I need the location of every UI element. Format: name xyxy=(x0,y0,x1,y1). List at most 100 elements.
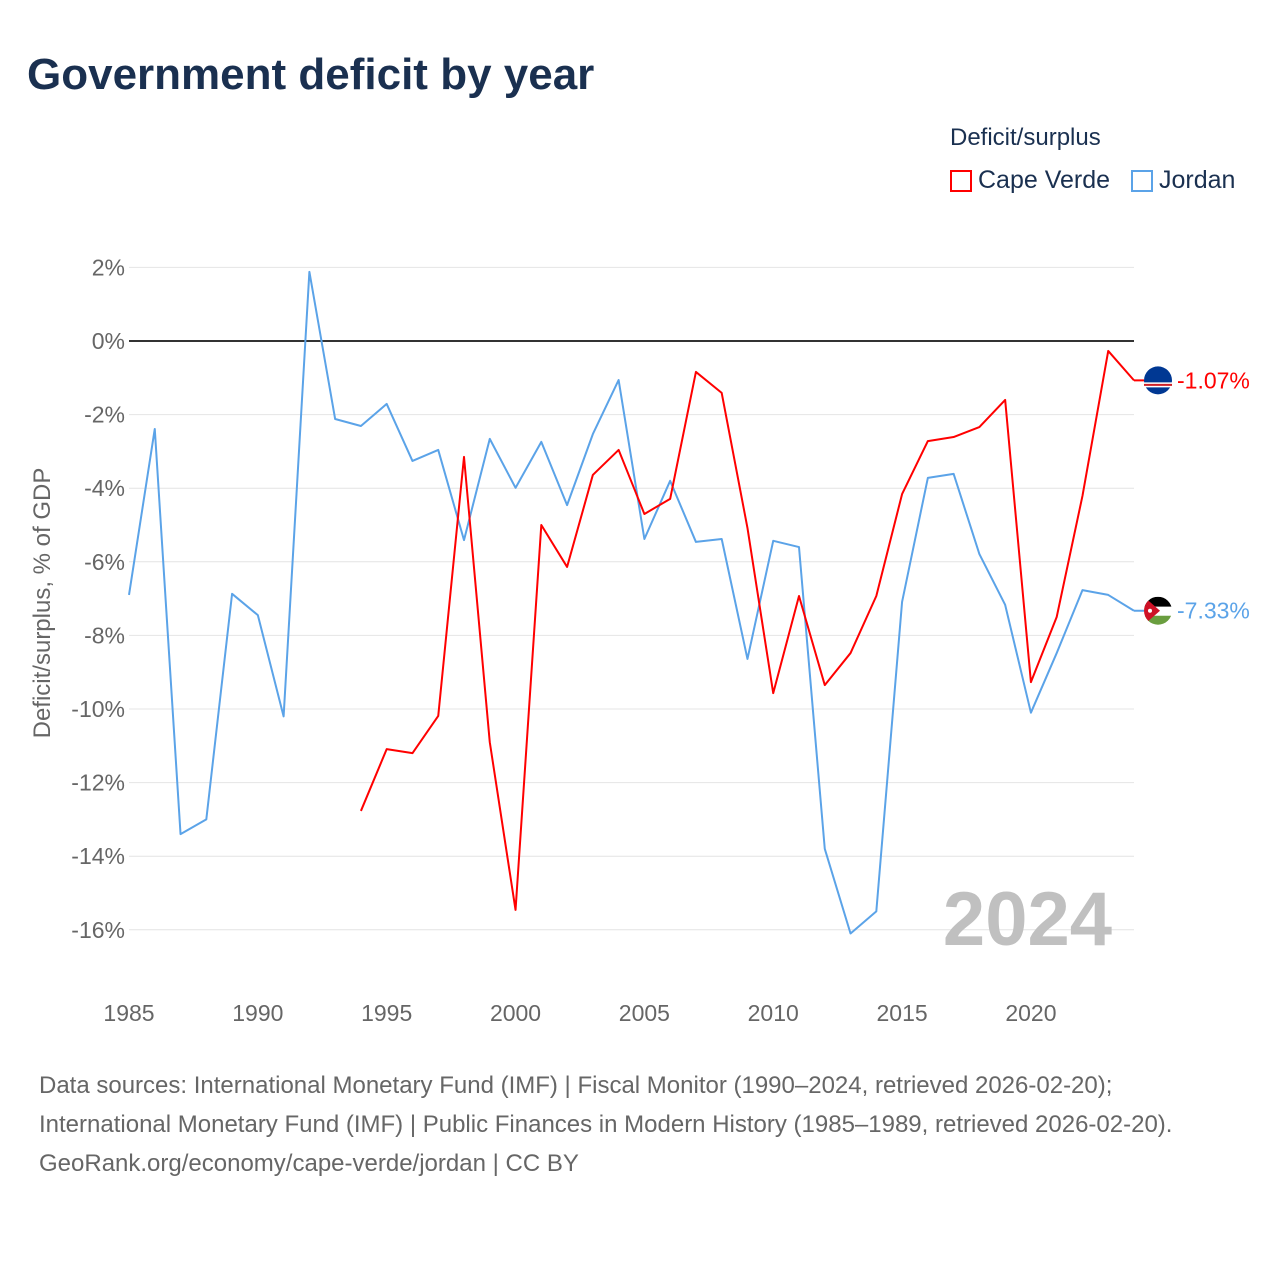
data-point[interactable] xyxy=(126,592,132,598)
data-point[interactable] xyxy=(899,599,905,605)
data-point[interactable] xyxy=(384,401,390,407)
data-point[interactable] xyxy=(281,713,287,719)
flag-icon xyxy=(1144,366,1172,395)
data-point[interactable] xyxy=(229,591,235,597)
data-point[interactable] xyxy=(358,423,364,429)
data-point[interactable] xyxy=(358,808,364,814)
y-tick-label: -16% xyxy=(71,917,125,943)
credit-link[interactable]: GeoRank.org/economy/cape-verde/jordan | … xyxy=(39,1150,579,1177)
data-point[interactable] xyxy=(925,438,931,444)
data-point[interactable] xyxy=(951,434,957,440)
data-point[interactable] xyxy=(461,454,467,460)
y-tick-label: 0% xyxy=(92,328,125,354)
data-point[interactable] xyxy=(899,491,905,497)
data-point[interactable] xyxy=(590,472,596,478)
data-point[interactable] xyxy=(822,682,828,688)
data-point[interactable] xyxy=(744,525,750,531)
data-point[interactable] xyxy=(641,511,647,517)
data-point[interactable] xyxy=(1105,592,1111,598)
data-point[interactable] xyxy=(770,538,776,544)
y-tick-label: -10% xyxy=(71,696,125,722)
y-axis-label: Deficit/surplus, % of GDP xyxy=(29,468,56,739)
data-point[interactable] xyxy=(1002,602,1008,608)
data-point[interactable] xyxy=(1054,614,1060,620)
data-point[interactable] xyxy=(538,522,544,528)
data-point[interactable] xyxy=(744,656,750,662)
data-point[interactable] xyxy=(513,907,519,913)
footer: Data sources: International Monetary Fun… xyxy=(39,1066,1239,1183)
y-tick-label: -14% xyxy=(71,843,125,869)
data-point[interactable] xyxy=(409,458,415,464)
data-point[interactable] xyxy=(693,539,699,545)
end-value-label: -1.07% xyxy=(1177,367,1250,393)
y-tick-label: 2% xyxy=(92,254,125,280)
data-point[interactable] xyxy=(796,593,802,599)
data-point[interactable] xyxy=(590,431,596,437)
data-point[interactable] xyxy=(616,377,622,383)
data-point[interactable] xyxy=(667,496,673,502)
x-tick-label: 2015 xyxy=(876,1000,927,1026)
data-point[interactable] xyxy=(822,846,828,852)
data-point[interactable] xyxy=(384,746,390,752)
data-point[interactable] xyxy=(487,436,493,442)
data-point[interactable] xyxy=(409,750,415,756)
data-point[interactable] xyxy=(1054,650,1060,656)
y-tick-label: -2% xyxy=(84,402,125,428)
flag-icon xyxy=(1144,596,1172,625)
x-tick-label: 2000 xyxy=(490,1000,541,1026)
data-point[interactable] xyxy=(1079,493,1085,499)
x-tick-label: 1985 xyxy=(103,1000,154,1026)
series-line-cape-verde[interactable] xyxy=(360,349,1135,911)
data-point[interactable] xyxy=(487,739,493,745)
y-tick-label: -12% xyxy=(71,770,125,796)
data-point[interactable] xyxy=(513,485,519,491)
data-point[interactable] xyxy=(770,690,776,696)
data-point[interactable] xyxy=(435,447,441,453)
data-point[interactable] xyxy=(152,426,158,432)
data-point[interactable] xyxy=(667,478,673,484)
data-point[interactable] xyxy=(461,537,467,543)
data-point[interactable] xyxy=(203,816,209,822)
data-point[interactable] xyxy=(255,612,261,618)
data-point[interactable] xyxy=(719,536,725,542)
data-point[interactable] xyxy=(951,471,957,477)
data-point[interactable] xyxy=(1105,348,1111,354)
data-point[interactable] xyxy=(435,713,441,719)
data-point[interactable] xyxy=(848,930,854,936)
data-point[interactable] xyxy=(693,369,699,375)
end-value-label: -7.33% xyxy=(1177,598,1250,624)
data-point[interactable] xyxy=(641,536,647,542)
data-point[interactable] xyxy=(925,475,931,481)
data-point[interactable] xyxy=(616,447,622,453)
x-tick-label: 1990 xyxy=(232,1000,283,1026)
chart-title: Government deficit by year xyxy=(27,50,595,99)
data-point[interactable] xyxy=(976,551,982,557)
data-sources: Data sources: International Monetary Fun… xyxy=(39,1072,1173,1138)
year-watermark: 2024 xyxy=(943,877,1112,962)
data-point[interactable] xyxy=(564,502,570,508)
x-tick-label: 2020 xyxy=(1005,1000,1056,1026)
data-point[interactable] xyxy=(1028,710,1034,716)
legend-title: Deficit/surplus xyxy=(950,124,1101,151)
data-point[interactable] xyxy=(796,544,802,550)
data-point[interactable] xyxy=(564,564,570,570)
legend-item-cape-verde[interactable]: Cape Verde xyxy=(950,166,1110,195)
data-point[interactable] xyxy=(719,390,725,396)
data-point[interactable] xyxy=(873,593,879,599)
data-point[interactable] xyxy=(1028,679,1034,685)
data-point[interactable] xyxy=(1002,397,1008,403)
x-tick-label: 1995 xyxy=(361,1000,412,1026)
data-point[interactable] xyxy=(178,831,184,837)
legend-swatch xyxy=(950,169,972,192)
data-point[interactable] xyxy=(1079,587,1085,593)
legend-item-jordan[interactable]: Jordan xyxy=(1131,166,1235,195)
data-point[interactable] xyxy=(306,269,312,275)
data-point[interactable] xyxy=(848,650,854,656)
series-line-jordan[interactable] xyxy=(128,270,1135,935)
data-point[interactable] xyxy=(873,908,879,914)
data-point[interactable] xyxy=(538,439,544,445)
data-point[interactable] xyxy=(332,416,338,422)
data-point[interactable] xyxy=(976,424,982,430)
legend-swatch xyxy=(1131,169,1153,192)
legend-label: Cape Verde xyxy=(978,166,1111,194)
